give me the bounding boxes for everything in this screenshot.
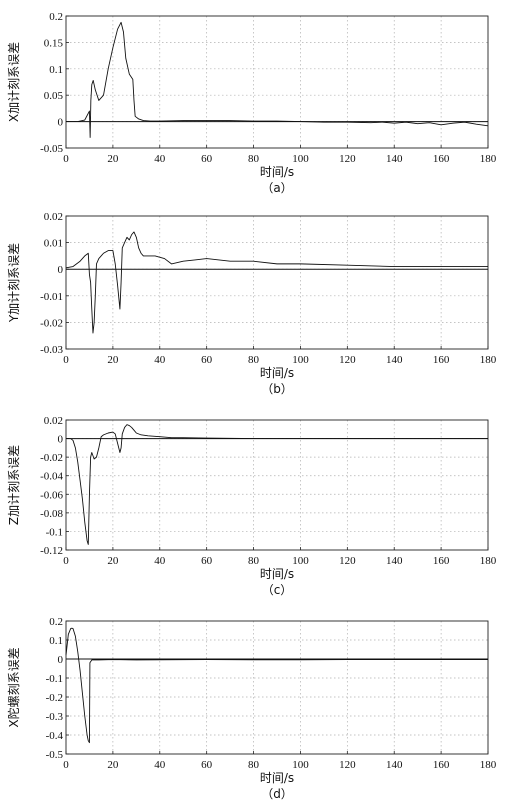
x-tick-label: 20 <box>107 555 119 567</box>
y-tick-label: -0.04 <box>40 471 63 483</box>
panel-caption: （b） <box>261 382 293 396</box>
x-tick-label: 180 <box>480 354 497 366</box>
y-tick-label: 0.01 <box>44 238 63 250</box>
y-tick-label: 0.02 <box>44 415 63 427</box>
y-tick-label: -0.02 <box>40 452 63 464</box>
y-tick-label: -0.12 <box>40 545 63 557</box>
x-tick-label: 100 <box>292 759 309 771</box>
plot-frame <box>65 419 489 551</box>
y-axis-label: X加计刻系误差 <box>7 42 21 122</box>
x-tick-label: 60 <box>201 354 213 366</box>
panel-caption: （c） <box>262 583 293 597</box>
y-tick-label: 0 <box>58 264 64 276</box>
y-tick-label: -0.05 <box>40 143 63 155</box>
x-tick-label: 180 <box>480 555 497 567</box>
y-tick-label: -0.01 <box>40 291 63 303</box>
x-tick-label: 160 <box>433 555 450 567</box>
y-tick-label: -0.02 <box>40 317 63 329</box>
panel-caption: （d） <box>261 787 293 801</box>
y-tick-label: 0.02 <box>44 211 63 223</box>
y-tick-label: 0.2 <box>49 616 63 628</box>
x-tick-label: 120 <box>339 354 356 366</box>
x-tick-label: 0 <box>63 759 69 771</box>
x-tick-label: 120 <box>339 759 356 771</box>
x-axis-label: 时间/s <box>260 771 294 785</box>
x-tick-label: 140 <box>386 759 403 771</box>
y-tick-label: 0.05 <box>44 90 64 102</box>
y-tick-label: -0.08 <box>40 508 63 520</box>
x-tick-label: 60 <box>201 153 213 165</box>
chart-panel-3: 0 20 40 60 80 100 120 140 160 180 -0.5 -0.4 -0.3 -0.2… <box>6 616 497 801</box>
x-tick-label: 140 <box>386 153 403 165</box>
y-tick-label: 0 <box>58 434 64 446</box>
x-tick-label: 40 <box>154 153 166 165</box>
y-tick-label: -0.1 <box>46 526 63 538</box>
x-tick-label: 160 <box>433 354 450 366</box>
x-tick-label: 80 <box>248 759 260 771</box>
x-tick-label: 160 <box>433 153 450 165</box>
x-tick-label: 180 <box>480 153 497 165</box>
plot-frame <box>65 620 489 755</box>
y-axis-label: Y加计刻系误差 <box>7 243 21 323</box>
y-tick-label: -0.03 <box>40 344 63 356</box>
chart-panel-0: 0 20 40 60 80 100 120 140 160 180-0.0500.050.10.1… <box>7 11 497 195</box>
y-tick-label: 0 <box>58 117 64 129</box>
y-tick-label: -0.5 <box>46 749 64 761</box>
y-tick-label: -0.1 <box>46 673 63 685</box>
x-tick-label: 160 <box>433 759 450 771</box>
y-axis-label: Z加计刻系误差 <box>7 445 21 525</box>
x-tick-label: 80 <box>248 153 260 165</box>
x-tick-label: 0 <box>63 555 69 567</box>
x-tick-label: 20 <box>107 354 119 366</box>
x-tick-label: 60 <box>201 555 213 567</box>
x-tick-label: 100 <box>292 555 309 567</box>
x-tick-label: 120 <box>339 555 356 567</box>
chart-panel-2: 0 20 40 60 80 100 120 140 160 180 -0.12 -0.1 -0.08 -0… <box>7 415 497 597</box>
x-tick-label: 80 <box>248 354 260 366</box>
chart-panel-1: 0 20 40 60 80 100 120 140 160 180 -0.03 -0.02 -0.01 0… <box>7 211 497 396</box>
x-tick-label: 40 <box>154 759 166 771</box>
series-line-0 <box>66 21 489 138</box>
y-tick-label: -0.3 <box>46 711 64 723</box>
x-axis-label: 时间/s <box>260 567 294 581</box>
x-tick-label: 40 <box>154 354 166 366</box>
x-tick-label: 40 <box>154 555 166 567</box>
y-tick-label: -0.06 <box>40 489 63 501</box>
x-tick-label: 20 <box>107 759 119 771</box>
panel-caption: （a） <box>261 181 292 195</box>
x-tick-label: 180 <box>480 759 497 771</box>
y-tick-label: -0.4 <box>46 730 64 742</box>
series-line-0 <box>65 627 488 744</box>
y-axis-label: X陀螺刻系误差 <box>6 647 21 727</box>
x-tick-label: 0 <box>63 153 69 165</box>
plot-frame <box>65 215 489 350</box>
y-tick-label: -0.2 <box>46 692 63 704</box>
y-tick-label: 0 <box>58 654 64 666</box>
series-line-0 <box>65 231 488 334</box>
x-tick-label: 20 <box>107 153 119 165</box>
x-tick-label: 100 <box>292 153 309 165</box>
y-tick-label: 0.1 <box>49 635 63 647</box>
series-line-0 <box>66 424 488 545</box>
plot-frame <box>65 15 489 149</box>
y-tick-label: 0.15 <box>44 37 64 49</box>
x-axis-label: 时间/s <box>260 366 294 380</box>
y-tick-label: 0.2 <box>49 11 63 23</box>
y-tick-label: 0.1 <box>49 64 63 76</box>
x-tick-label: 140 <box>386 354 403 366</box>
x-tick-label: 0 <box>63 354 69 366</box>
x-tick-label: 120 <box>339 153 356 165</box>
x-tick-label: 100 <box>292 354 309 366</box>
x-tick-label: 60 <box>201 759 213 771</box>
x-axis-label: 时间/s <box>260 165 294 179</box>
x-tick-label: 140 <box>386 555 403 567</box>
x-tick-label: 80 <box>248 555 260 567</box>
